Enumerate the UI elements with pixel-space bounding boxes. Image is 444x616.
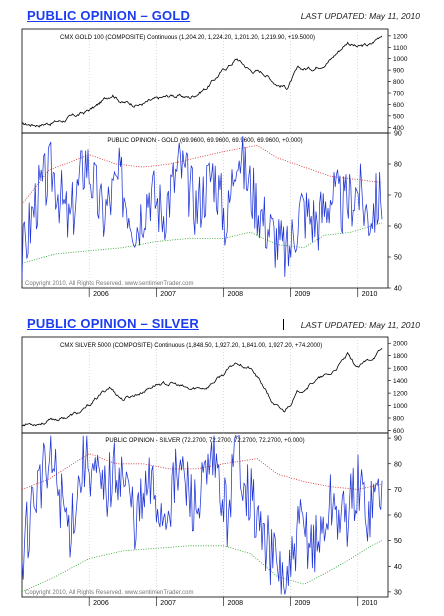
gold-last-updated: LAST UPDATED: May 11, 2010 [300, 11, 420, 21]
silver-opinion-ytick-label: 80 [394, 461, 402, 468]
silver-price-ytick-label: 600 [393, 428, 404, 435]
gold-xtick-label: 2010 [362, 291, 378, 298]
gold-opinion-line [21, 136, 383, 281]
gold-section-title: PUBLIC OPINION – GOLD [27, 8, 191, 23]
silver-price-ytick-label: 1200 [393, 391, 408, 398]
silver-opinion-line [21, 435, 383, 595]
gold-opinion-ytick-label: 40 [394, 286, 402, 293]
silver-opinion-ytick-label: 50 [394, 538, 402, 545]
silver-opinion-ytick-label: 40 [394, 564, 402, 571]
gold-price-line [21, 35, 383, 128]
silver-xtick-label: 2007 [160, 600, 176, 607]
gold-opinion-ytick-label: 70 [394, 193, 402, 200]
silver-price-ytick-label: 1000 [393, 403, 408, 410]
text-cursor [283, 319, 284, 330]
silver-opinion-title: PUBLIC OPINION - SILVER (72.2700, 72.270… [105, 438, 304, 444]
silver-price-line [21, 347, 383, 427]
silver-price-ytick-label: 2000 [393, 341, 408, 348]
gold-price-frame [21, 28, 389, 134]
silver-xtick-label: 2009 [295, 600, 311, 607]
gold-opinion-ytick-label: 90 [394, 131, 402, 138]
silver-price-ytick-label: 1600 [393, 366, 408, 373]
silver-opinion-ytick-label: 30 [394, 589, 402, 596]
silver-xtick-label: 2010 [362, 600, 378, 607]
silver-lower-band [21, 540, 383, 593]
silver-last-updated: LAST UPDATED: May 11, 2010 [300, 320, 420, 330]
gold-price-ytick-label: 800 [393, 79, 404, 86]
silver-price-ytick-label: 1400 [393, 378, 408, 385]
gold-lower-band [21, 222, 383, 264]
silver-xtick-label: 2006 [93, 600, 109, 607]
gold-price-ytick-label: 400 [393, 125, 404, 132]
gold-opinion-ytick-label: 60 [394, 224, 402, 231]
gold-xtick-label: 2006 [93, 291, 109, 298]
gold-price-ytick-label: 600 [393, 102, 404, 109]
gold-xtick-label: 2007 [160, 291, 176, 298]
silver-price-ytick-label: 800 [393, 416, 404, 423]
silver-price-ytick-label: 1800 [393, 353, 408, 360]
gold-price-ytick-label: 1000 [393, 56, 408, 63]
silver-opinion-ytick-label: 70 [394, 487, 402, 494]
gold-opinion-frame [21, 132, 389, 289]
silver-price-title: CMX SILVER 5000 (COMPOSITE) Continuous (… [60, 343, 322, 349]
gold-price-ytick-label: 500 [393, 113, 404, 120]
silver-section-title: PUBLIC OPINION – SILVER [27, 316, 199, 331]
silver-opinion-frame [21, 432, 389, 598]
gold-xtick-label: 2009 [295, 291, 311, 298]
silver-xtick-label: 2008 [227, 600, 243, 607]
gold-opinion-ytick-label: 50 [394, 255, 402, 262]
gold-xtick-label: 2008 [227, 291, 243, 298]
gold-price-ytick-label: 1100 [393, 45, 407, 52]
silver-copyright: Copyright 2010, All Rights Reserved. www… [25, 590, 194, 596]
gold-price-title: CMX GOLD 100 (COMPOSITE) Continuous (1,2… [60, 35, 315, 41]
silver-upper-band [21, 453, 383, 490]
gold-opinion-ytick-label: 80 [394, 162, 402, 169]
gold-price-ytick-label: 900 [393, 68, 404, 75]
silver-price-frame [21, 336, 389, 434]
silver-opinion-ytick-label: 90 [394, 436, 402, 443]
gold-price-ytick-label: 700 [393, 91, 404, 98]
gold-opinion-title: PUBLIC OPINION - GOLD (69.9600, 69.9600,… [107, 138, 302, 144]
silver-opinion-ytick-label: 60 [394, 513, 402, 520]
gold-copyright: Copyright 2010, All Rights Reserved. www… [25, 281, 194, 287]
gold-price-ytick-label: 1200 [393, 33, 408, 40]
